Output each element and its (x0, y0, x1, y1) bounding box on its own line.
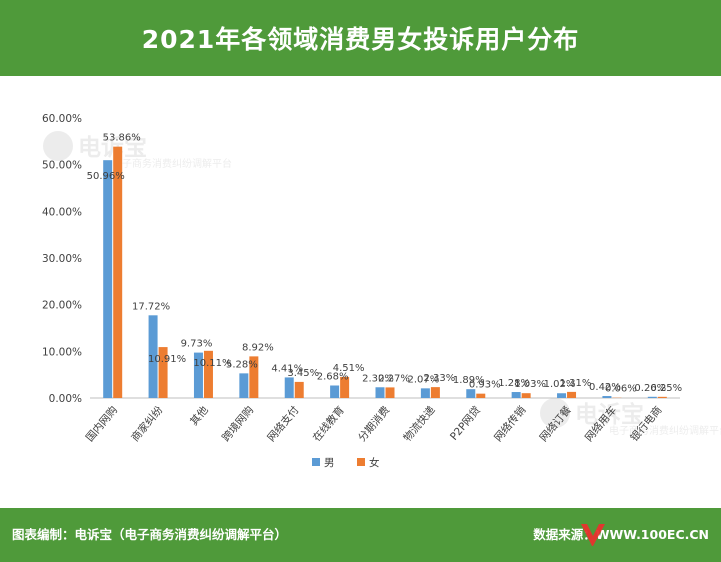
bar-male (647, 396, 657, 398)
data-label: 0.06% (605, 384, 637, 395)
bar-female (158, 347, 168, 398)
footer-source: 数据来源：WWW.100EC.CN (533, 508, 709, 562)
watermark-subtitle: 电子商务消费纠纷调解平台 (112, 157, 232, 170)
bar-female (249, 356, 259, 398)
bar-male (420, 388, 430, 398)
watermark-icon (43, 131, 73, 161)
data-label: 10.91% (148, 354, 186, 365)
data-label: 5.28% (226, 359, 258, 370)
data-label: 2.30% (362, 373, 394, 384)
watermark: 电诉宝 电子商务消费纠纷调解平台 电诉宝 电子商务消费纠纷调解平台 (43, 131, 721, 437)
data-label: 1.28% (498, 378, 530, 389)
brand-logo-icon (581, 524, 605, 546)
bar-female (476, 393, 486, 398)
bar-female (657, 396, 667, 398)
x-tick-label: 网络传销 (491, 404, 528, 445)
x-tick-label: 国内网购 (83, 404, 120, 445)
y-tick-label: 0.00% (49, 393, 82, 405)
data-labels: 50.96% 53.86% 17.72% 10.91% 9.73% 10.11%5.28%… (87, 133, 683, 395)
bars (103, 146, 667, 398)
bar-male (148, 315, 158, 398)
bar-female (340, 376, 350, 398)
bar-male (239, 373, 249, 398)
legend-label: 女 (369, 456, 380, 469)
bar-female (521, 393, 531, 398)
data-label: 0.25% (650, 383, 682, 394)
footer-source-label: 数据来源： (533, 527, 596, 542)
data-label: 0.93% (469, 380, 501, 391)
bar-male (602, 396, 612, 398)
bar-male (103, 160, 113, 398)
bar-female (430, 387, 440, 398)
x-tick-label: 跨境网购 (219, 404, 256, 445)
x-tick-label: 物流快递 (401, 403, 438, 444)
data-label: 17.72% (132, 301, 170, 312)
chart-area: 电诉宝 电子商务消费纠纷调解平台 电诉宝 电子商务消费纠纷调解平台 0.00% 1… (0, 76, 721, 508)
data-label: 3.45% (287, 368, 319, 379)
chart-header: 2021年各领域消费男女投诉用户分布 (0, 0, 721, 76)
y-tick-label: 60.00% (42, 113, 82, 125)
data-label: 10.11% (193, 358, 231, 369)
bar-male (330, 385, 340, 398)
data-label: 9.73% (181, 339, 213, 350)
data-label: 2.33% (423, 373, 455, 384)
footer-source-url[interactable]: WWW.100EC.CN (595, 527, 709, 542)
bar-male (284, 377, 294, 398)
bar-male (466, 389, 476, 398)
legend-swatch-female (357, 458, 365, 466)
data-label: 0.26% (634, 383, 666, 394)
data-label: 53.86% (103, 133, 141, 144)
data-label: 1.03% (514, 379, 546, 390)
watermark-text-2: 电诉宝 (575, 401, 644, 428)
y-tick-label: 20.00% (42, 300, 82, 312)
legend: 男女 (312, 456, 380, 469)
x-tick-label: 在线教育 (310, 404, 347, 445)
watermark-icon-2 (540, 398, 570, 428)
data-label: 2.27% (378, 373, 410, 384)
bar-female (203, 350, 213, 398)
legend-label: 男 (324, 457, 335, 469)
x-tick-label: 其他 (187, 403, 211, 428)
data-label: 8.92% (242, 342, 274, 353)
data-label: 4.51% (333, 363, 365, 374)
bar-female (294, 381, 304, 398)
y-tick-label: 40.00% (42, 206, 82, 218)
data-label: 2.68% (317, 371, 349, 382)
footer-credit: 图表编制：电诉宝（电子商务消费纠纷调解平台） (12, 527, 288, 542)
x-tick-label: P2P网贷 (447, 404, 483, 443)
bar-male (375, 387, 385, 398)
legend-swatch-male (312, 458, 320, 466)
bar-female (385, 387, 395, 398)
y-tick-label: 50.00% (42, 160, 82, 172)
x-tick-label: 网络支付 (265, 404, 302, 445)
y-tick-label: 30.00% (42, 253, 82, 265)
watermark-subtitle-2: 电子商务消费纠纷调解平台 (609, 424, 721, 437)
bar-female (113, 146, 123, 398)
data-label: 2.07% (407, 374, 439, 385)
data-label: 1.89% (453, 375, 485, 386)
data-label: 1.31% (560, 378, 592, 389)
data-label: 50.96% (87, 171, 125, 182)
x-tick-label: 分期消费 (355, 404, 392, 445)
data-label: 0.42% (589, 382, 621, 393)
bar-male (511, 392, 521, 398)
y-tick-label: 10.00% (42, 346, 82, 358)
data-label: 4.41% (271, 363, 303, 374)
bar-male (193, 352, 203, 398)
footer: 图表编制：电诉宝（电子商务消费纠纷调解平台） 数据来源：WWW.100EC.CN (0, 508, 721, 562)
bar-female (567, 391, 577, 398)
bar-chart: 电诉宝 电子商务消费纠纷调解平台 电诉宝 电子商务消费纠纷调解平台 0.00% 1… (42, 113, 721, 469)
page-title: 2021年各领域消费男女投诉用户分布 (141, 25, 580, 54)
y-axis: 0.00% 10.00% 20.00% 30.00% 40.00% 50.00% 60.00… (42, 113, 82, 405)
watermark-text: 电诉宝 (78, 134, 147, 161)
bar-male (557, 393, 567, 398)
x-tick-label: 商家纠纷 (128, 403, 165, 444)
data-label: 1.02% (544, 379, 576, 390)
